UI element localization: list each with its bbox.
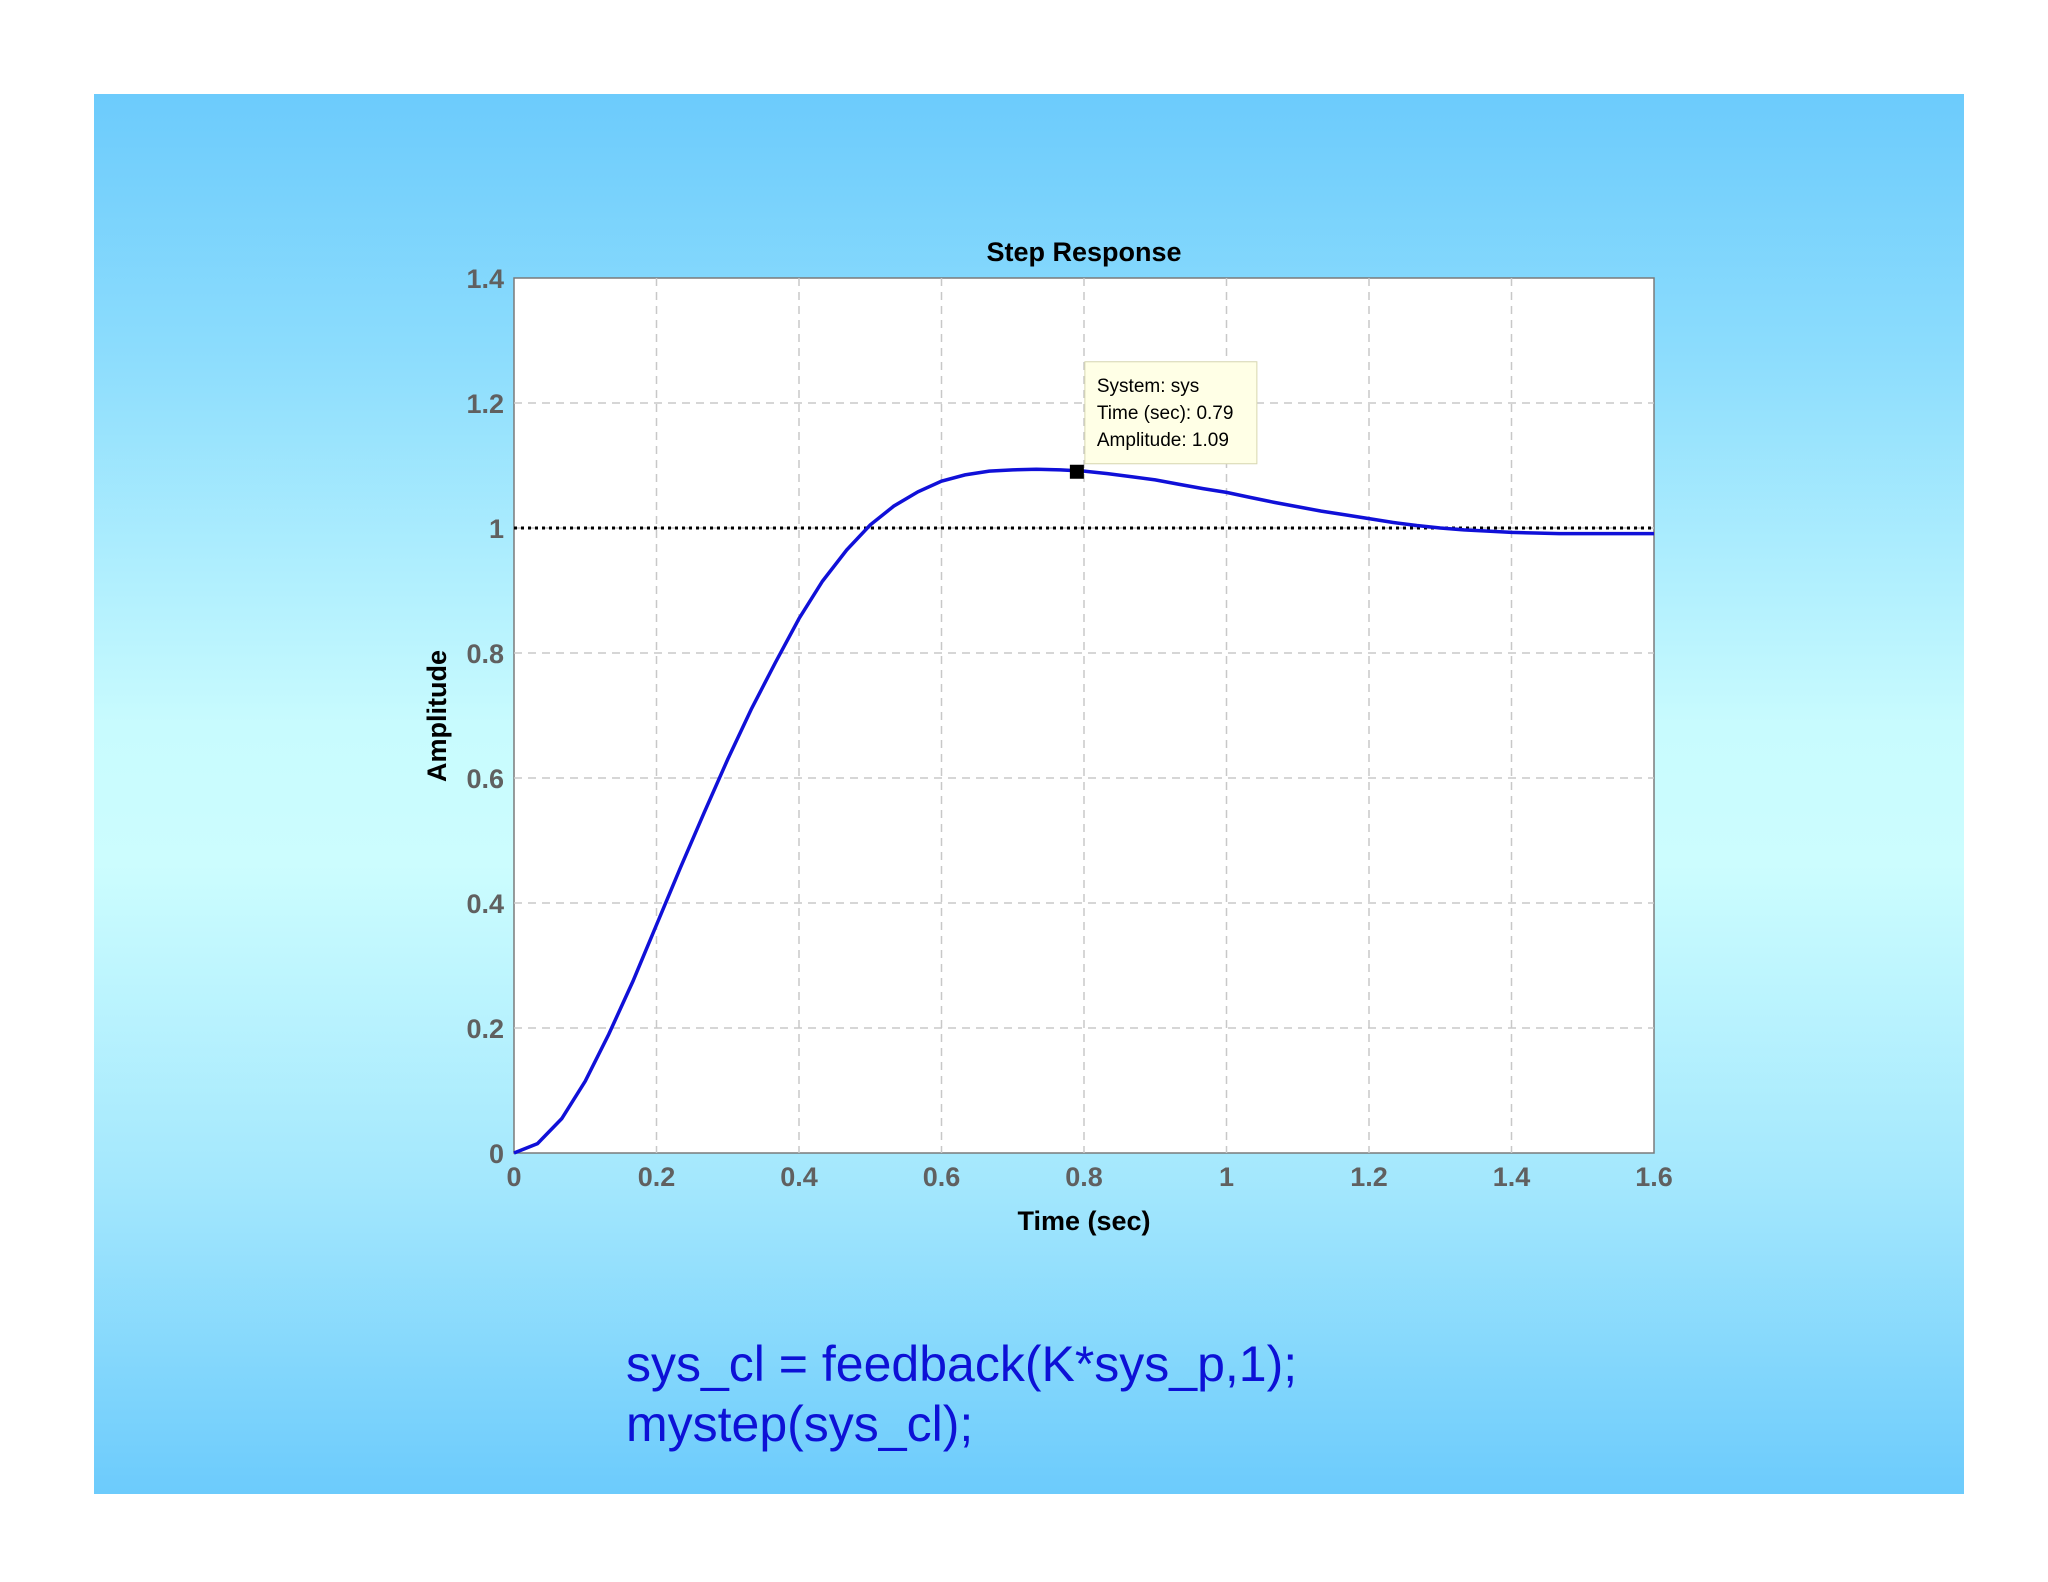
y-tick-label: 0	[489, 1139, 504, 1169]
datatip-marker[interactable]	[1069, 464, 1084, 479]
x-tick-label: 1	[1219, 1162, 1234, 1192]
x-tick-label: 1.4	[1493, 1162, 1531, 1192]
y-tick-label: 0.4	[466, 889, 504, 919]
code-line-feedback: sys_cl = feedback(K*sys_p,1);	[626, 1336, 1298, 1392]
x-axis-label: Time (sec)	[1017, 1206, 1150, 1236]
x-tick-label: 0.8	[1065, 1162, 1103, 1192]
y-tick-label: 0.8	[466, 639, 504, 669]
slide-background: 0 0.2 0.4 0.6 0.8 1 1.2 1.4 1.6 0 0.2 0.4 0.6 0.8 1 1.2…	[94, 94, 1964, 1494]
step-response-chart: 0 0.2 0.4 0.6 0.8 1 1.2 1.4 1.6 0 0.2 0.4 0.6 0.8 1 1.2…	[422, 237, 1673, 1236]
tick-labels: 0 0.2 0.4 0.6 0.8 1 1.2 1.4 1.6 0 0.2 0.4 0.6 0.8 1 1.2…	[466, 264, 1672, 1192]
x-tick-label: 0	[506, 1162, 521, 1192]
y-tick-label: 1	[489, 514, 504, 544]
y-tick-label: 0.2	[466, 1014, 504, 1044]
y-tick-label: 0.6	[466, 764, 504, 794]
datatip-box[interactable]: System: sys Time (sec): 0.79 Amplitude: …	[1084, 361, 1258, 465]
datatip-time-label: Time (sec): 0.79	[1097, 403, 1234, 424]
y-axis-label: Amplitude	[422, 650, 452, 782]
y-tick-label: 1.4	[466, 264, 504, 294]
y-tick-label: 1.2	[466, 389, 504, 419]
x-tick-label: 0.4	[780, 1162, 818, 1192]
chart-title: Step Response	[986, 237, 1181, 267]
step-response-line	[513, 467, 1654, 1155]
x-tick-label: 0.2	[638, 1162, 676, 1192]
x-tick-label: 1.2	[1350, 1162, 1388, 1192]
code-line-mystep: mystep(sys_cl);	[626, 1396, 974, 1452]
datatip-system-label: System: sys	[1097, 376, 1199, 397]
datatip-amplitude-label: Amplitude: 1.09	[1097, 430, 1229, 451]
x-tick-label: 0.6	[923, 1162, 961, 1192]
matlab-code-block: sys_cl = feedback(K*sys_p,1); mystep(sys…	[626, 1334, 1297, 1454]
x-tick-label: 1.6	[1635, 1162, 1673, 1192]
